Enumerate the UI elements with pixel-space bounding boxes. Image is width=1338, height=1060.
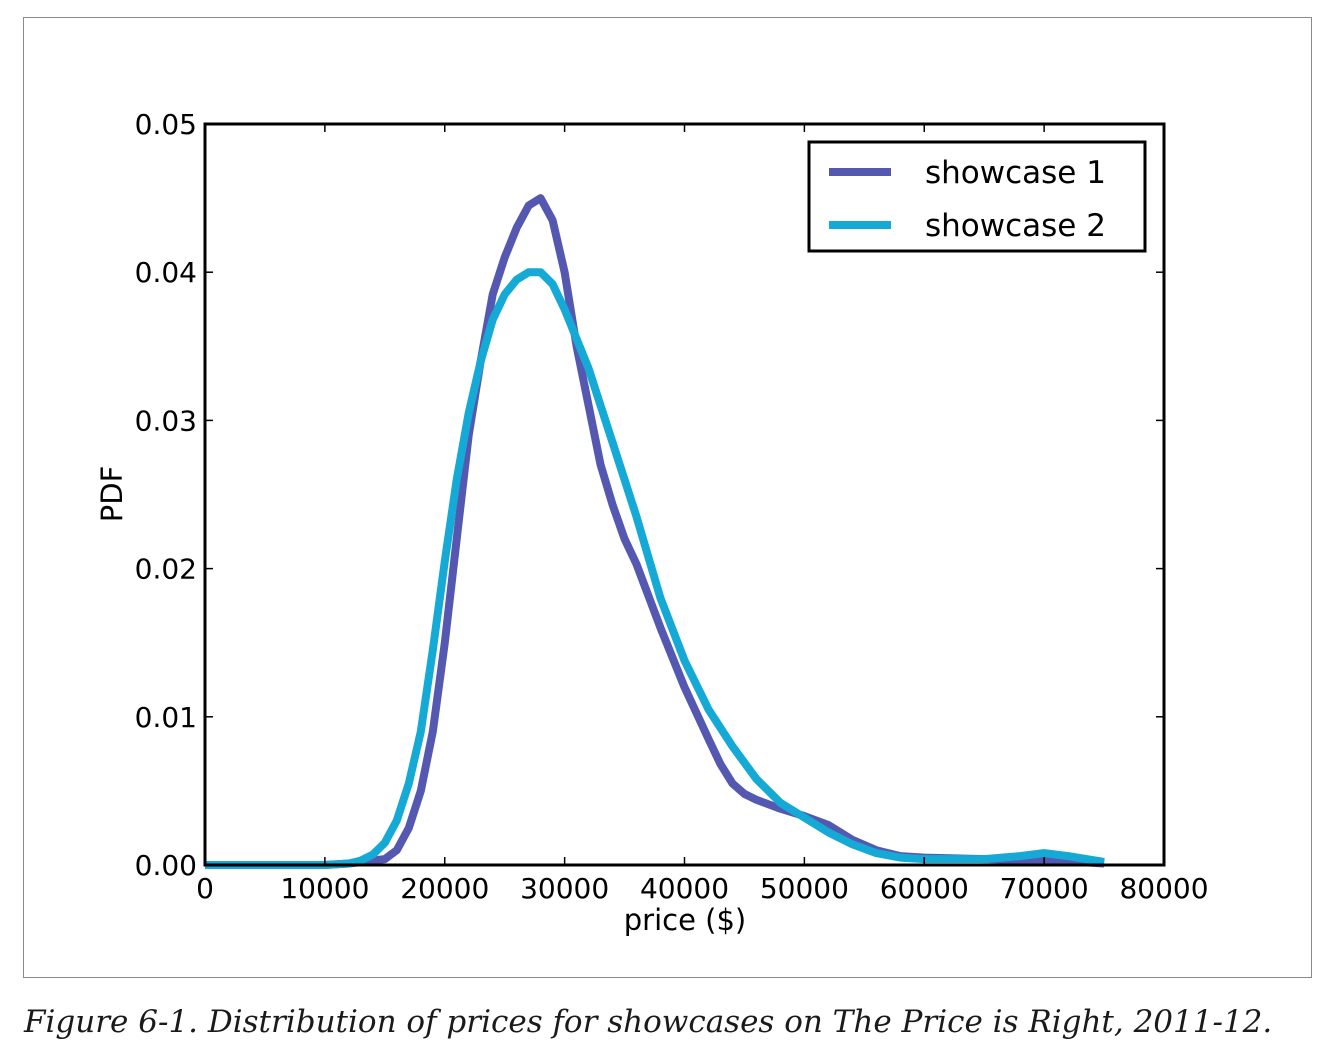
pdf-line-chart: 0 10000 20000 30000 40000 50000 60000 70000 8000…: [95, 108, 1209, 937]
legend-label-1: showcase 1: [925, 155, 1106, 191]
figure-frame: 0 10000 20000 30000 40000 50000 60000 70000 8000…: [23, 17, 1312, 978]
x-tick-label: 40000: [640, 872, 729, 905]
x-tick-label: 0: [196, 872, 214, 905]
figure-caption: Figure 6-1. Distribution of prices for s…: [24, 1004, 1273, 1040]
x-tick-label: 30000: [520, 872, 609, 905]
legend: showcase 1 showcase 2: [807, 140, 1147, 253]
x-tick-label: 80000: [1119, 872, 1208, 905]
x-tick-label: 70000: [1000, 872, 1089, 905]
x-tick-label: 10000: [280, 872, 369, 905]
y-tick-label: 0.05: [135, 108, 197, 141]
x-tick-label: 60000: [880, 872, 969, 905]
y-tick-label: 0.01: [135, 701, 197, 734]
y-axis-label: PDF: [95, 466, 129, 523]
series-line-2: [205, 268, 1105, 869]
plot-area: 0 10000 20000 30000 40000 50000 60000 70000 8000…: [135, 108, 1209, 905]
y-tick-label: 0.02: [135, 553, 197, 586]
y-tick-label: 0.03: [135, 404, 197, 437]
legend-label-2: showcase 2: [925, 208, 1106, 244]
y-tick-label: 0.00: [135, 849, 197, 882]
legend-box: [807, 140, 1147, 253]
x-tick-label: 50000: [760, 872, 849, 905]
y-tick-label: 0.04: [135, 256, 197, 289]
x-axis-label: price ($): [624, 903, 746, 937]
series-line-1: [205, 194, 1105, 869]
x-tick-label: 20000: [400, 872, 489, 905]
